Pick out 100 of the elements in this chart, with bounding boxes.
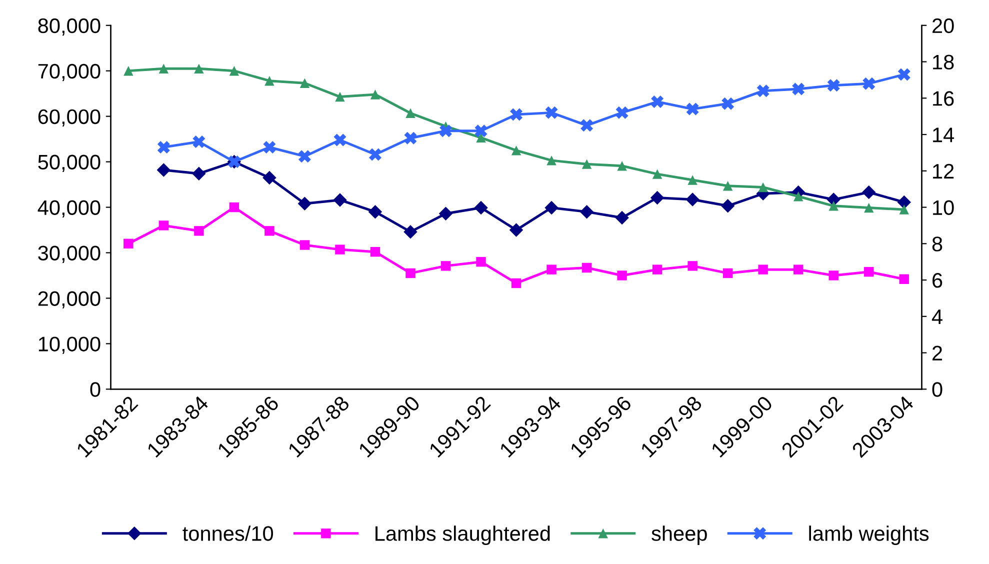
point bbox=[511, 278, 522, 288]
point bbox=[404, 224, 418, 239]
point bbox=[194, 64, 204, 74]
point bbox=[616, 106, 628, 119]
point bbox=[298, 150, 311, 163]
point bbox=[580, 119, 594, 132]
y-tick-label: 0 bbox=[90, 382, 100, 397]
point bbox=[862, 77, 876, 90]
point bbox=[192, 136, 206, 148]
y2-tick-label: 14 bbox=[933, 128, 954, 142]
point bbox=[438, 206, 453, 221]
point bbox=[229, 202, 240, 212]
point bbox=[511, 146, 522, 156]
point bbox=[862, 185, 876, 200]
point bbox=[544, 200, 558, 215]
point bbox=[582, 159, 592, 169]
point bbox=[300, 78, 310, 88]
point bbox=[406, 268, 416, 278]
point bbox=[194, 226, 204, 236]
point bbox=[828, 270, 838, 280]
point bbox=[758, 264, 768, 274]
point bbox=[439, 124, 452, 138]
point bbox=[476, 132, 486, 143]
point bbox=[688, 261, 698, 271]
point bbox=[334, 134, 346, 146]
point bbox=[864, 266, 874, 277]
point bbox=[298, 196, 312, 211]
point bbox=[722, 181, 733, 191]
point bbox=[652, 169, 662, 179]
point bbox=[156, 163, 171, 177]
y2-tick-label: 6 bbox=[932, 273, 942, 288]
point bbox=[792, 82, 805, 96]
point bbox=[651, 96, 664, 108]
point bbox=[406, 108, 416, 118]
point bbox=[864, 202, 874, 213]
point bbox=[264, 76, 274, 86]
point bbox=[722, 97, 734, 110]
y-tick-label: 50,000 bbox=[38, 154, 100, 172]
y2-tick-label: 10 bbox=[933, 200, 954, 216]
point bbox=[722, 268, 733, 278]
point bbox=[756, 84, 770, 98]
point bbox=[582, 262, 592, 273]
point bbox=[157, 140, 170, 154]
point bbox=[509, 223, 524, 237]
y-tick-label: 30,000 bbox=[38, 246, 100, 263]
point bbox=[617, 161, 627, 171]
point bbox=[510, 108, 523, 121]
point bbox=[333, 193, 347, 207]
point bbox=[688, 175, 698, 185]
point bbox=[300, 240, 310, 250]
legend-label: lamb weights bbox=[809, 526, 929, 546]
point bbox=[617, 270, 627, 280]
point bbox=[897, 195, 911, 210]
point bbox=[474, 124, 488, 138]
y2-tick-label: 12 bbox=[933, 164, 954, 178]
y2-tick-label: 2 bbox=[932, 346, 942, 360]
point bbox=[686, 192, 700, 206]
y2-tick-label: 0 bbox=[932, 382, 942, 397]
legend-label: Lambs slaughtered bbox=[376, 526, 550, 546]
y-tick-label: 10,000 bbox=[38, 336, 100, 354]
y2-tick-label: 4 bbox=[932, 310, 942, 324]
y2-tick-label: 20 bbox=[932, 18, 954, 34]
point bbox=[229, 66, 240, 76]
y-tick-label: 40,000 bbox=[38, 200, 100, 218]
point bbox=[650, 190, 664, 205]
point bbox=[546, 156, 556, 166]
point bbox=[264, 226, 274, 236]
point bbox=[474, 200, 488, 215]
point bbox=[404, 132, 417, 144]
point bbox=[192, 166, 206, 180]
y2-tick-label: 16 bbox=[933, 91, 954, 106]
point bbox=[158, 220, 169, 230]
point bbox=[580, 204, 594, 219]
point bbox=[793, 264, 804, 274]
y2-tick-label: 8 bbox=[932, 236, 942, 252]
y-tick-label: 20,000 bbox=[38, 291, 100, 308]
point bbox=[335, 244, 345, 254]
point bbox=[758, 182, 768, 192]
point bbox=[124, 238, 134, 249]
point bbox=[158, 64, 169, 74]
point bbox=[476, 256, 486, 267]
point bbox=[615, 210, 629, 225]
point bbox=[335, 92, 345, 102]
point bbox=[899, 274, 909, 284]
point bbox=[652, 264, 662, 274]
y-tick-label: 60,000 bbox=[38, 109, 100, 127]
y-tick-label: 70,000 bbox=[38, 64, 100, 82]
legend-label: sheep bbox=[652, 526, 707, 546]
point bbox=[370, 90, 380, 100]
y-tick-label: 80,000 bbox=[38, 18, 100, 36]
point bbox=[440, 261, 451, 271]
point bbox=[828, 201, 838, 211]
point bbox=[263, 140, 276, 154]
point bbox=[898, 68, 910, 81]
point bbox=[545, 106, 558, 119]
point bbox=[370, 246, 380, 257]
legend-label: tonnes/10 bbox=[182, 526, 274, 541]
point bbox=[899, 204, 909, 214]
point bbox=[793, 191, 804, 202]
point bbox=[720, 199, 735, 213]
